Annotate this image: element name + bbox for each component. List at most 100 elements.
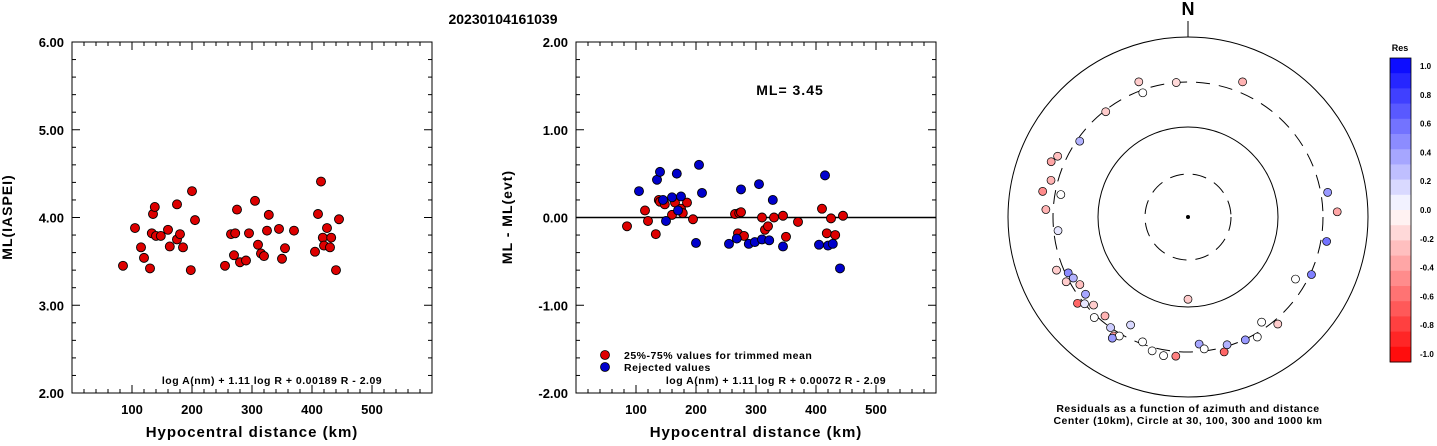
- residual-point: [1273, 319, 1283, 329]
- data-point: [640, 205, 650, 216]
- data-point: [820, 170, 830, 181]
- x-tick-label: 300: [241, 402, 263, 417]
- data-point: [130, 223, 140, 233]
- data-point: [838, 210, 848, 221]
- data-point: [817, 203, 827, 214]
- colorbar-tick-label: 0.6: [1420, 120, 1432, 129]
- colorbar-cells: [1390, 58, 1411, 363]
- data-point: [263, 209, 274, 220]
- legend-marker-rejected: [600, 362, 610, 372]
- data-point: [826, 213, 836, 224]
- ring-300km: [1052, 81, 1324, 353]
- colorbar-cell: [1390, 194, 1411, 211]
- colorbar-frame: [1389, 57, 1412, 363]
- x-tick-labels: 100 200 300 400 500: [121, 402, 383, 417]
- colorbar-cell: [1390, 58, 1411, 74]
- x-tick-label: 200: [181, 402, 203, 417]
- colorbar-cell: [1390, 331, 1411, 348]
- data-point: [274, 223, 284, 234]
- y-tick-labels: -2.00 -1.00 0.00 1.00 2.00: [538, 35, 568, 401]
- residual-point: [1101, 107, 1111, 117]
- colorbar-cell: [1390, 118, 1411, 135]
- residual-point: [1089, 300, 1098, 310]
- colorbar-cell: [1390, 73, 1411, 89]
- residual-point: [1075, 280, 1085, 289]
- residual-point: [1240, 335, 1250, 345]
- data-point: [736, 184, 746, 195]
- y-tick-label: 5.00: [39, 123, 64, 138]
- residual-point: [1056, 190, 1066, 199]
- data-point: [313, 209, 323, 219]
- colorbar-tick-label: -0.4: [1420, 264, 1434, 273]
- data-point: [163, 224, 173, 235]
- data-point: [671, 168, 682, 179]
- chart-ml-iaspei: 2.00 3.00 4.00 5.00 6.00 100 200 300 400 500 Hyp…: [0, 35, 433, 441]
- data-point: [691, 237, 701, 248]
- data-point: [334, 214, 344, 225]
- colorbar-tick-label: 0.2: [1420, 177, 1432, 186]
- caption-line-2: Center (10km), Circle at 30, 100, 300 an…: [1053, 415, 1322, 427]
- data-point: [164, 241, 175, 252]
- residual-point: [1126, 320, 1135, 330]
- data-point: [277, 253, 287, 264]
- ml-annotation: ML= 3.45: [756, 82, 824, 98]
- colorbar-cell: [1390, 270, 1411, 287]
- data-point: [655, 166, 665, 177]
- data-point: [634, 186, 644, 197]
- data-point: [145, 263, 155, 274]
- colorbar-tick-label: 0.4: [1420, 148, 1432, 157]
- data-point: [757, 212, 767, 223]
- ring-100km: [1097, 126, 1279, 308]
- data-point: [793, 216, 803, 227]
- data-point: [155, 230, 166, 241]
- data-point: [754, 179, 764, 190]
- y-tick-label: -2.00: [538, 386, 568, 401]
- data-points: [118, 176, 344, 276]
- colorbar-cell: [1390, 149, 1411, 165]
- residual-point: [1134, 77, 1144, 87]
- residual-point: [1038, 187, 1048, 196]
- data-point: [736, 207, 746, 218]
- tick-marks: [71, 41, 433, 394]
- colorbar-cell: [1390, 210, 1411, 226]
- residual-point: [1053, 151, 1062, 161]
- residual-point: [1171, 78, 1181, 87]
- x-tick-label: 100: [121, 402, 143, 417]
- colorbar-tick-label: -0.2: [1420, 235, 1434, 244]
- data-point: [661, 216, 671, 226]
- tick-marks: [575, 41, 937, 394]
- residual-point: [1138, 337, 1147, 347]
- residual-point: [1323, 188, 1333, 197]
- colorbar-cell: [1390, 316, 1411, 333]
- y-axis-label: ML - ML(evt): [499, 170, 515, 264]
- y-tick-label: 3.00: [39, 298, 64, 313]
- residual-point: [1332, 207, 1342, 217]
- y-tick-label: 0.00: [543, 211, 568, 226]
- residual-point: [1171, 351, 1181, 361]
- data-point: [682, 197, 692, 208]
- residual-point: [1252, 332, 1262, 342]
- colorbar-cell: [1390, 164, 1411, 181]
- data-point: [172, 199, 182, 210]
- data-point: [650, 229, 661, 240]
- colorbar-cell: [1390, 88, 1411, 105]
- ring-1000km: [1007, 36, 1369, 398]
- residual-point: [1081, 289, 1090, 299]
- y-tick-label: 1.00: [543, 123, 568, 138]
- data-point: [118, 260, 128, 271]
- residual-points: [1038, 77, 1342, 361]
- x-tick-label: 500: [361, 402, 383, 417]
- data-point: [253, 239, 263, 250]
- residual-point: [1291, 274, 1300, 284]
- x-tick-label: 400: [301, 402, 323, 417]
- colorbar-tick-label: 0.8: [1420, 91, 1432, 100]
- data-point: [658, 194, 668, 205]
- data-points: [622, 159, 848, 274]
- residual-point: [1046, 157, 1056, 167]
- colorbar-cell: [1390, 134, 1411, 150]
- data-point: [289, 225, 299, 236]
- colorbar-cell: [1390, 255, 1411, 272]
- colorbar-tick-label: 1.0: [1420, 62, 1432, 71]
- data-point: [326, 232, 337, 243]
